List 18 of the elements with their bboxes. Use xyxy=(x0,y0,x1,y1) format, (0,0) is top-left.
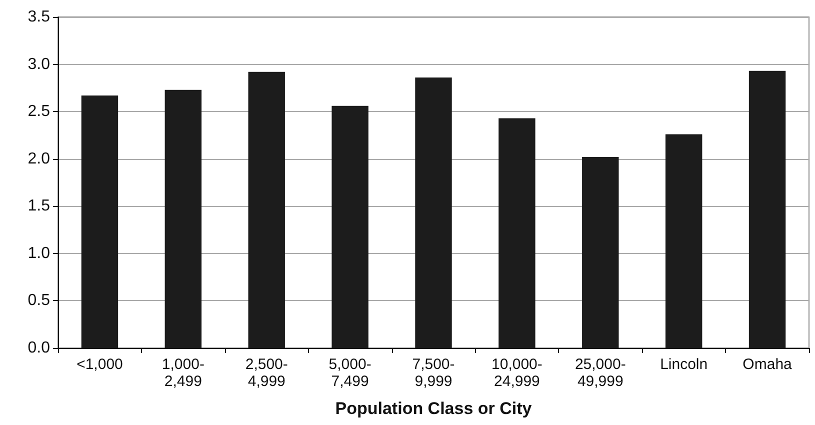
x-axis-title: Population Class or City xyxy=(335,399,532,418)
y-tick-label: 2.0 xyxy=(28,150,50,168)
x-tick-label: Lincoln xyxy=(660,356,708,373)
y-tick-label: 1.0 xyxy=(28,244,50,262)
x-tick-label: 2,500- 4,999 xyxy=(245,356,288,390)
y-tick-label: 3.5 xyxy=(28,8,50,26)
x-tick-label: 1,000- 2,499 xyxy=(162,356,204,390)
x-tick-label: 10,000- 24,999 xyxy=(492,356,542,390)
y-tick-label: 1.5 xyxy=(28,198,50,215)
x-tick-label: Omaha xyxy=(742,356,793,373)
y-tick-label: 0.5 xyxy=(28,292,50,310)
x-tick-label: 5,000- 7,499 xyxy=(328,356,372,390)
x-tick-label: 7,500- 9,999 xyxy=(412,356,455,390)
y-tick-label: 3.0 xyxy=(28,56,50,73)
x-tick-label: 25,000- 49,999 xyxy=(574,356,626,390)
y-tick-label: 2.5 xyxy=(28,103,50,120)
x-tick-label: <1,000 xyxy=(76,356,123,373)
y-tick-label: 0.0 xyxy=(28,340,50,356)
